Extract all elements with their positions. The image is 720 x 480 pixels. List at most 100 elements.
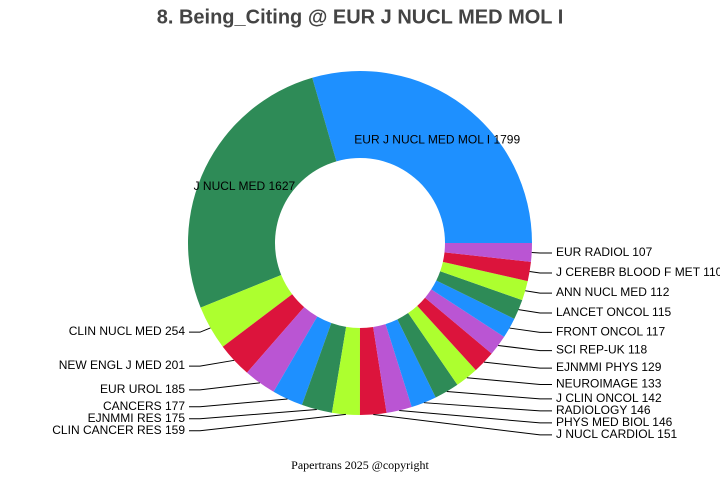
- leader-line: [189, 408, 317, 420]
- label-name: ANN NUCL MED: [556, 285, 647, 299]
- donut-slice: [440, 261, 528, 301]
- donut-slice: [385, 319, 436, 408]
- donut-slice: [436, 271, 523, 319]
- label-name: FRONT ONCOL: [556, 324, 643, 338]
- label-value: 118: [628, 343, 647, 357]
- label-name: RADIOLOGY: [556, 403, 627, 417]
- label-name: PHYS MED BIOL: [556, 415, 650, 429]
- leader-line: [446, 390, 552, 400]
- label-value: 254: [165, 324, 185, 338]
- leader-line: [373, 413, 552, 436]
- slice-label: LANCET ONCOL 115: [556, 305, 672, 319]
- label-value: 201: [165, 358, 185, 372]
- leader-line: [189, 382, 260, 391]
- slice-label: SCI REP-UK 118: [556, 343, 647, 357]
- label-value: 107: [632, 245, 652, 259]
- slice-label: EUR RADIOL 107: [556, 245, 653, 259]
- donut-slice: [246, 307, 318, 392]
- slice-label: EJNMMI PHYS 129: [556, 360, 662, 374]
- donut-slice: [331, 326, 360, 415]
- label-value: 129: [641, 360, 661, 374]
- donut-slice: [397, 313, 458, 398]
- label-value: 142: [642, 391, 662, 405]
- label-name: EJNMMI RES: [88, 411, 162, 425]
- donut-slice: [431, 280, 515, 337]
- donut-slice: [373, 324, 412, 413]
- donut-slice: [417, 297, 492, 371]
- label-value: 159: [165, 423, 185, 437]
- donut-slice: [301, 323, 347, 413]
- label-name: SCI REP-UK: [556, 343, 625, 357]
- donut-slice: [444, 243, 532, 262]
- label-value: 117: [646, 324, 665, 338]
- slice-label: J CEREBR BLOOD F MET 110: [556, 265, 720, 279]
- footer: Papertrans 2025 @copyright: [291, 458, 429, 472]
- label-name: EUR RADIOL: [556, 245, 630, 259]
- label-name: LANCET ONCOL: [556, 305, 649, 319]
- label-name: CLIN NUCL MED: [69, 324, 162, 338]
- donut-slice: [425, 289, 505, 354]
- leader-line: [498, 344, 552, 352]
- slice-label: FRONT ONCOL 117: [556, 324, 665, 338]
- slice-label: EJNMMI RES 175: [88, 411, 186, 425]
- label-value: 112: [650, 285, 669, 299]
- label-value: 1627: [269, 179, 296, 193]
- leader-line: [483, 361, 552, 369]
- leader-line: [189, 327, 211, 333]
- slice-label: EUR J NUCL MED MOL I 1799: [354, 132, 520, 146]
- donut-slice: [273, 316, 332, 405]
- slice-label: ANN NUCL MED 112: [556, 285, 670, 299]
- donut-slice: [312, 70, 532, 243]
- label-name: CLIN CANCER RES: [52, 423, 161, 437]
- label-name: J CLIN ONCOL: [556, 391, 639, 405]
- donut-slice: [222, 294, 305, 373]
- label-name: NEW ENGL J MED: [59, 358, 162, 372]
- label-name: EUR UROL: [100, 382, 162, 396]
- leader-line: [466, 377, 552, 386]
- label-name: EJNMMI PHYS: [556, 360, 638, 374]
- slice-label: EUR UROL 185: [100, 382, 185, 396]
- leader-line: [509, 327, 552, 333]
- slice-label: RADIOLOGY 146: [556, 403, 651, 417]
- label-value: 110: [703, 265, 720, 279]
- donut-slice: [188, 77, 337, 308]
- label-value: 1799: [493, 132, 520, 146]
- slice-label: PHYS MED BIOL 146: [556, 415, 673, 429]
- label-value: 146: [630, 403, 650, 417]
- leader-line: [399, 409, 552, 424]
- chart-title: 8. Being_Citing @ EUR J NUCL MED MOL I: [157, 6, 564, 28]
- slice-label: J NUCL CARDIOL 151: [556, 427, 677, 441]
- slice-label: CLIN CANCER RES 159: [52, 423, 185, 437]
- label-value: 146: [652, 415, 672, 429]
- label-name: J NUCL CARDIOL: [556, 427, 655, 441]
- label-value: 115: [652, 305, 671, 319]
- slice-label: CANCERS 177: [103, 399, 185, 413]
- leader-line: [529, 271, 552, 274]
- slice-label: NEUROIMAGE 133: [556, 377, 662, 391]
- label-name: J NUCL MED: [194, 179, 266, 193]
- label-value: 133: [641, 377, 661, 391]
- donut-slice: [408, 305, 476, 385]
- label-name: EUR J NUCL MED MOL I: [354, 132, 490, 146]
- donut-slice: [442, 252, 531, 282]
- label-value: 185: [165, 382, 185, 396]
- slice-label: J CLIN ONCOL 142: [556, 391, 662, 405]
- leader-line: [423, 402, 552, 412]
- label-name: CANCERS: [103, 399, 162, 413]
- leader-line: [518, 309, 552, 314]
- slice-label: J NUCL MED 1627: [194, 179, 296, 193]
- leader-line: [189, 398, 288, 408]
- label-name: NEUROIMAGE: [556, 377, 638, 391]
- leader-line: [189, 359, 235, 367]
- label-value: 151: [657, 427, 677, 441]
- donut-slice: [359, 326, 387, 415]
- leader-line: [189, 413, 346, 432]
- label-name: J CEREBR BLOOD F MET: [556, 265, 701, 279]
- slice-label: CLIN NUCL MED 254: [69, 324, 186, 338]
- label-value: 177: [165, 399, 185, 413]
- slice-label: NEW ENGL J MED 201: [59, 358, 186, 372]
- leader-line: [525, 290, 552, 294]
- donut-slice: [200, 274, 293, 347]
- label-value: 175: [165, 411, 185, 425]
